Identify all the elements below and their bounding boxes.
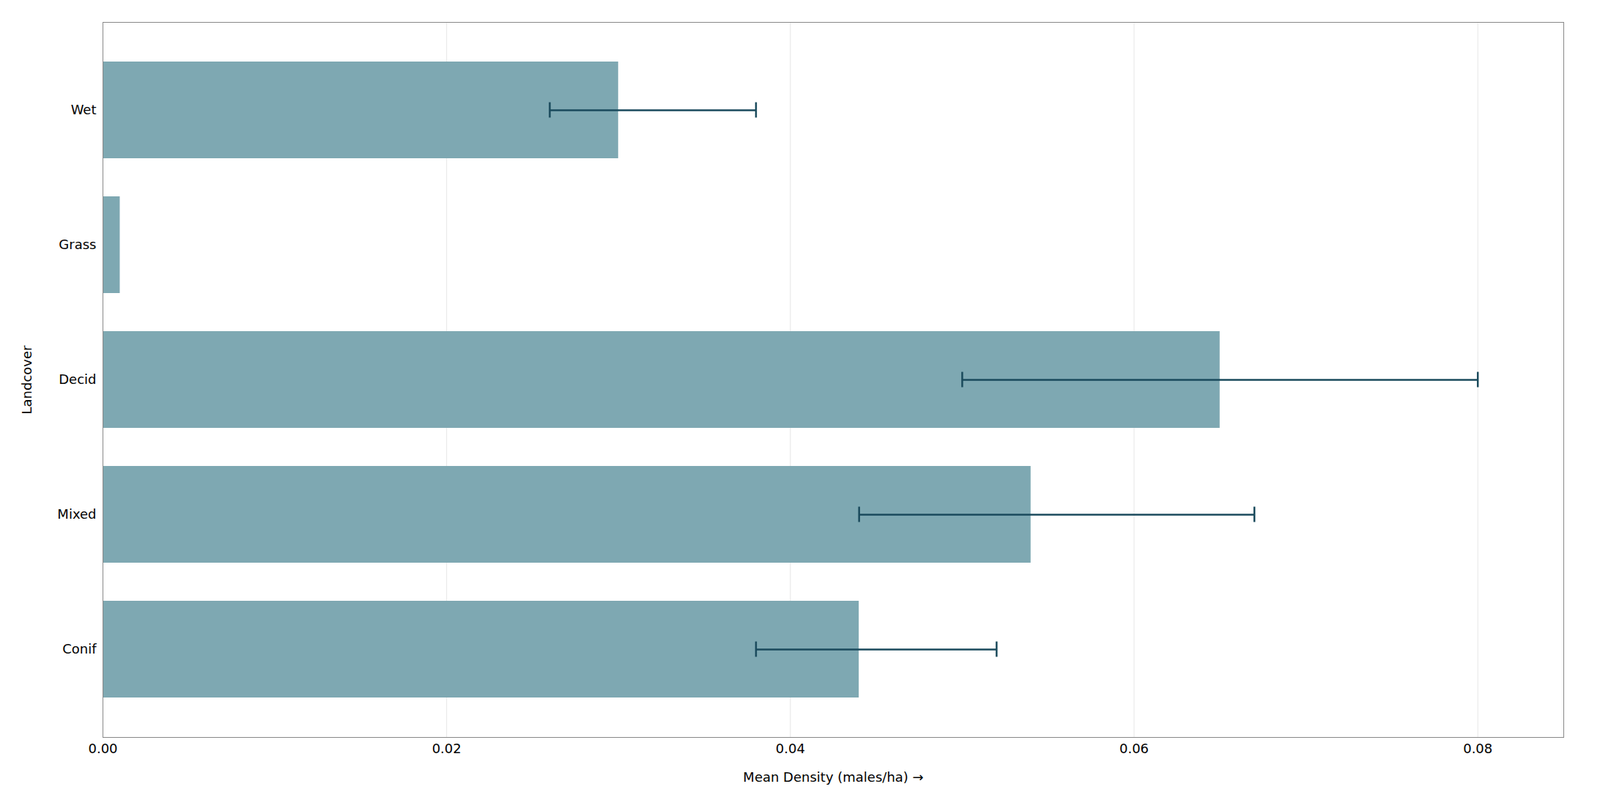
svg-text:Mixed: Mixed [57, 506, 96, 522]
svg-text:Conif: Conif [62, 641, 97, 657]
svg-text:Landcover: Landcover [19, 345, 35, 415]
svg-text:0.08: 0.08 [1463, 740, 1493, 757]
svg-text:Wet: Wet [71, 101, 97, 118]
svg-text:Grass: Grass [58, 236, 96, 253]
svg-text:0.04: 0.04 [775, 740, 806, 757]
svg-text:0.00: 0.00 [87, 740, 118, 757]
svg-text:0.02: 0.02 [432, 740, 462, 757]
svg-text:Mean Density (males/ha) →: Mean Density (males/ha) → [742, 769, 924, 785]
svg-text:Decid: Decid [58, 371, 96, 387]
svg-text:0.06: 0.06 [1119, 740, 1149, 757]
